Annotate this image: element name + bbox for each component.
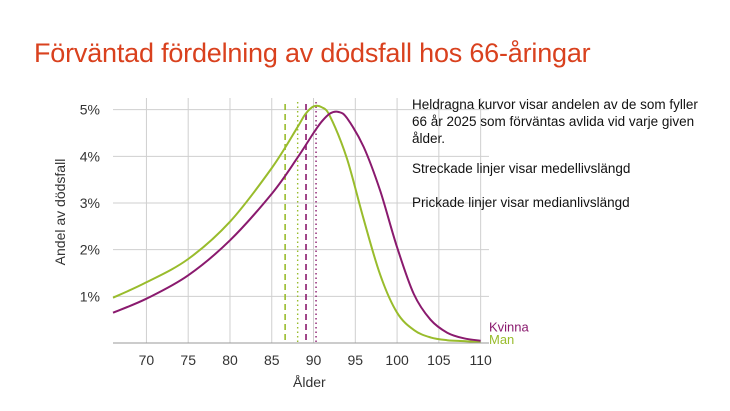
- x-tick-label-105: 105: [427, 352, 451, 368]
- y-tick-label-1: 1%: [80, 288, 100, 304]
- kvinna-curve: [112, 110, 481, 342]
- series-curves: [112, 104, 481, 344]
- x-tick-label-70: 70: [139, 352, 155, 368]
- kvinna-label: Kvinna: [489, 320, 530, 335]
- chart-notes: Heldragna kurvor visar andelen av de som…: [412, 96, 712, 211]
- x-tick-label-85: 85: [264, 352, 280, 368]
- page-title: Förväntad fördelning av dödsfall hos 66-…: [34, 38, 591, 68]
- note-solid-curves: Heldragna kurvor visar andelen av de som…: [412, 97, 698, 146]
- note-dashed-lines: Streckade linjer visar medellivslängd: [412, 161, 631, 176]
- x-tick-label-110: 110: [469, 352, 492, 368]
- y-tick-label-2: 2%: [80, 242, 100, 258]
- y-tick-label-3: 3%: [80, 195, 100, 211]
- y-axis-label: Andel av dödsfall: [52, 159, 68, 266]
- man-label: Man: [489, 332, 514, 347]
- x-tick-label-80: 80: [222, 352, 238, 368]
- man-curve: [112, 104, 481, 344]
- y-tick-label-4: 4%: [80, 148, 100, 164]
- x-tick-label-75: 75: [180, 352, 196, 368]
- note-dotted-lines: Prickade linjer visar medianlivslängd: [412, 195, 630, 210]
- x-axis-label: Ålder: [293, 374, 326, 390]
- y-tick-label-5: 5%: [80, 102, 100, 118]
- x-tick-label-90: 90: [306, 352, 322, 368]
- x-tick-label-100: 100: [385, 352, 409, 368]
- x-tick-label-95: 95: [348, 352, 364, 368]
- axes: 70 75 80 85 90 95 100 105 110 1% 2% 3% 4% 5% Ålder Ande…: [52, 102, 492, 390]
